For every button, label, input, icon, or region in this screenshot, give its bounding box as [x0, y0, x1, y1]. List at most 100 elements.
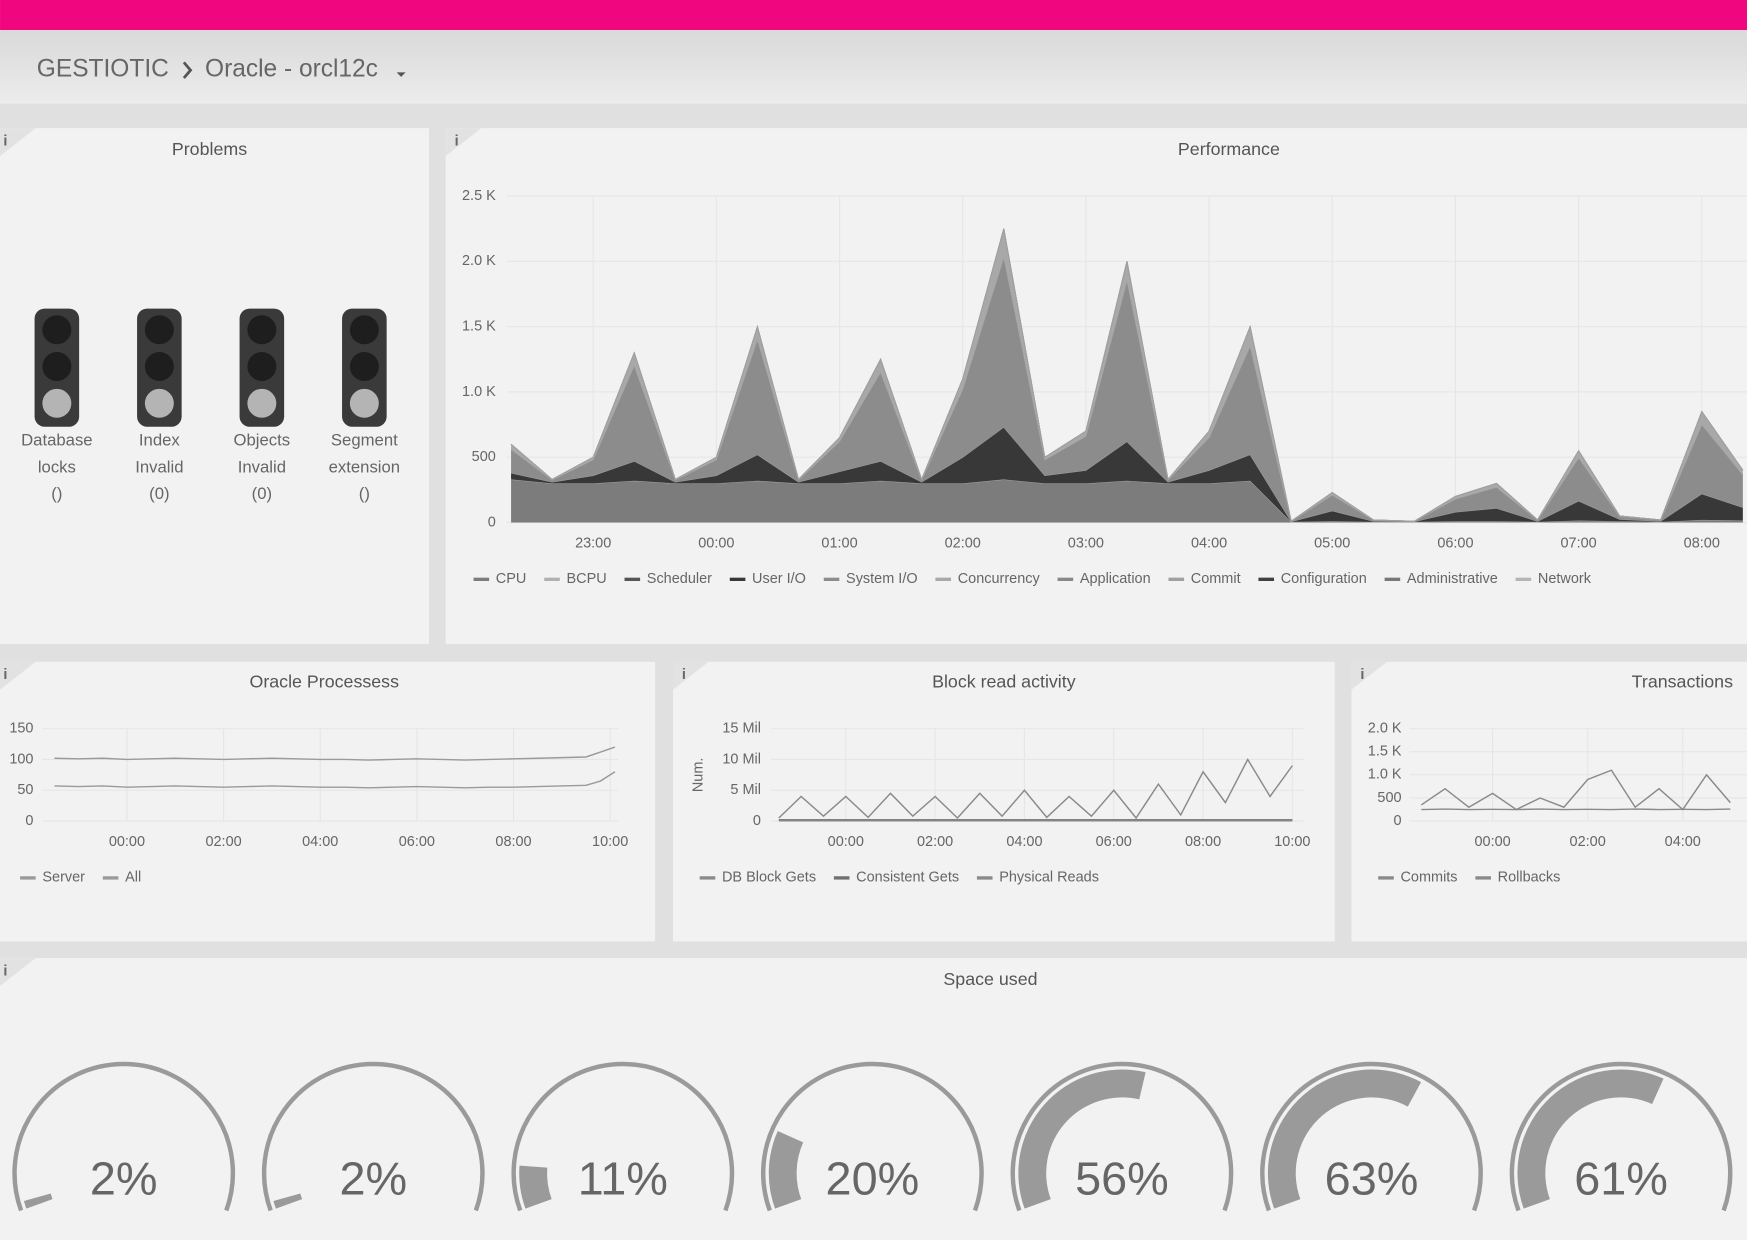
gauge-label: 56% [1075, 1152, 1169, 1204]
gauge-fill [519, 1165, 552, 1209]
light-off [144, 352, 174, 382]
x-tick-label: 05:00 [1314, 536, 1350, 552]
legend-label[interactable]: Consistent Gets [856, 870, 959, 886]
x-tick-label: 06:00 [1096, 834, 1132, 850]
gauge-fill [768, 1131, 804, 1209]
performance-panel [445, 128, 1747, 644]
problem-count: () [51, 484, 62, 503]
y-tick-label: 1.5 K [462, 318, 496, 334]
legend-label[interactable]: Concurrency [958, 571, 1041, 587]
y-tick-label: 500 [1377, 790, 1401, 806]
legend-label[interactable]: Physical Reads [999, 870, 1099, 886]
header [0, 30, 1747, 104]
legend-label[interactable]: CPU [496, 571, 527, 587]
database-name[interactable]: Oracle - orcl12c [205, 56, 378, 83]
legend-label[interactable]: BCPU [566, 571, 606, 587]
problem-count: (0) [252, 484, 272, 503]
x-tick-label: 10:00 [1274, 834, 1310, 850]
y-tick-label: 0 [753, 813, 761, 829]
y-tick-label: 2.0 K [1368, 720, 1402, 736]
problem-label: Invalid [135, 457, 183, 476]
x-tick-label: 00:00 [828, 834, 864, 850]
block-read-panel [672, 661, 1335, 942]
svg-text:i: i [3, 963, 7, 979]
brand[interactable]: GESTIOTIC [37, 56, 169, 83]
light-off [42, 352, 72, 382]
gauge-fill [1267, 1069, 1422, 1209]
legend-label[interactable]: All [125, 870, 141, 886]
problem-label: extension [329, 457, 401, 476]
gauge-ring [12, 1061, 236, 1212]
x-tick-label: 00:00 [1474, 834, 1510, 850]
x-tick-label: 08:00 [1185, 834, 1221, 850]
y-tick-label: 10 Mil [722, 751, 761, 767]
gauge-ring [261, 1061, 485, 1212]
legend-label[interactable]: Network [1538, 571, 1592, 587]
y-tick-label: 2.0 K [462, 253, 496, 269]
gauge-ring [511, 1061, 735, 1212]
x-tick-label: 02:00 [945, 536, 981, 552]
breadcrumb-chevron [182, 61, 193, 79]
top-bar [0, 0, 1747, 31]
legend-label[interactable]: Rollbacks [1498, 870, 1561, 886]
y-tick-label: 1.0 K [462, 384, 496, 400]
legend-label[interactable]: Administrative [1407, 571, 1498, 587]
legend-label[interactable]: Scheduler [647, 571, 712, 587]
gauge-label: 61% [1574, 1152, 1668, 1204]
svg-text:i: i [3, 133, 7, 149]
light-off [247, 315, 277, 345]
legend-label[interactable]: Application [1080, 571, 1151, 587]
legend-label[interactable]: Commits [1400, 870, 1457, 886]
panel-title: Transactions [1632, 672, 1733, 692]
problem-count: () [359, 484, 370, 503]
problem-label: locks [38, 457, 76, 476]
series-line [54, 746, 616, 761]
light-off [349, 315, 379, 345]
legend-label[interactable]: Server [42, 870, 85, 886]
y-tick-label: 0 [25, 813, 33, 829]
light-on [349, 388, 379, 418]
gauge-fill [1517, 1069, 1664, 1209]
gauge-fill [273, 1193, 303, 1209]
svg-text:i: i [682, 667, 686, 683]
problem-label: Invalid [238, 457, 286, 476]
y-tick-label: 5 Mil [730, 782, 761, 798]
light-on [42, 388, 72, 418]
x-tick-label: 04:00 [1006, 834, 1042, 850]
area-fill [511, 479, 1743, 523]
area-edge [510, 228, 1744, 522]
processes-panel [0, 661, 656, 942]
gauge-label: 2% [339, 1152, 407, 1204]
gauge-ring [1010, 1061, 1234, 1212]
x-tick-label: 08:00 [495, 834, 531, 850]
y-tick-label: 15 Mil [722, 720, 761, 736]
light-on [247, 388, 277, 418]
legend-label[interactable]: System I/O [846, 571, 918, 587]
gauge-fill [23, 1193, 53, 1209]
panel-title: Problems [172, 139, 247, 159]
gauge-label: 20% [826, 1152, 920, 1204]
x-tick-label: 01:00 [821, 536, 857, 552]
x-tick-label: 03:00 [1068, 536, 1104, 552]
x-tick-label: 23:00 [575, 536, 611, 552]
area-fill [511, 427, 1743, 522]
gauge-label: 63% [1325, 1152, 1419, 1204]
panel-title: Block read activity [932, 672, 1076, 692]
legend-label[interactable]: Commit [1191, 571, 1241, 587]
x-tick-label: 07:00 [1561, 536, 1597, 552]
light-off [349, 352, 379, 382]
x-tick-label: 04:00 [1191, 536, 1227, 552]
x-tick-label: 00:00 [109, 834, 145, 850]
info-icons[interactable]: i i i i i i [3, 133, 1364, 979]
y-tick-label: 100 [9, 751, 33, 767]
legend-label[interactable]: Configuration [1281, 571, 1367, 587]
problem-label: Segment [331, 431, 398, 450]
series-line [54, 771, 616, 789]
problem-count: (0) [149, 484, 169, 503]
series-line [778, 757, 1293, 820]
dropdown-caret[interactable] [396, 72, 406, 77]
legend-label[interactable]: User I/O [752, 571, 806, 587]
legend-label[interactable]: DB Block Gets [722, 870, 816, 886]
